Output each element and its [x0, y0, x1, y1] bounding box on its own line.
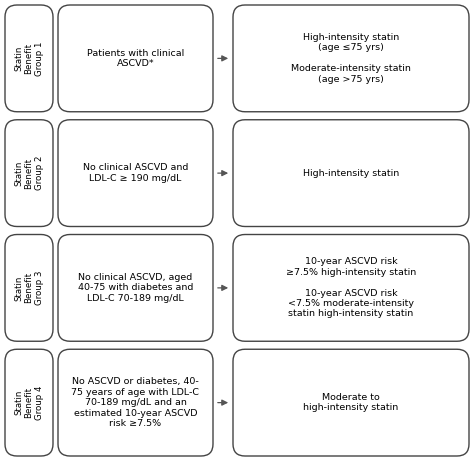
FancyBboxPatch shape — [58, 5, 213, 112]
Text: Statin
Benefit
Group 3: Statin Benefit Group 3 — [14, 271, 44, 305]
Text: Statin
Benefit
Group 4: Statin Benefit Group 4 — [14, 385, 44, 420]
FancyBboxPatch shape — [58, 235, 213, 341]
FancyBboxPatch shape — [5, 349, 53, 456]
Text: No clinical ASCVD, aged
40-75 with diabetes and
LDL-C 70-189 mg/dL: No clinical ASCVD, aged 40-75 with diabe… — [78, 273, 193, 303]
FancyBboxPatch shape — [233, 5, 469, 112]
FancyBboxPatch shape — [233, 235, 469, 341]
FancyBboxPatch shape — [5, 235, 53, 341]
FancyBboxPatch shape — [58, 120, 213, 226]
FancyBboxPatch shape — [233, 120, 469, 226]
Text: 10-year ASCVD risk
≥7.5% high-intensity statin

10-year ASCVD risk
<7.5% moderat: 10-year ASCVD risk ≥7.5% high-intensity … — [286, 257, 416, 319]
FancyBboxPatch shape — [233, 349, 469, 456]
FancyBboxPatch shape — [5, 5, 53, 112]
Text: No ASCVD or diabetes, 40-
75 years of age with LDL-C
70-189 mg/dL and an
estimat: No ASCVD or diabetes, 40- 75 years of ag… — [72, 377, 200, 428]
Text: Patients with clinical
ASCVD*: Patients with clinical ASCVD* — [87, 49, 184, 68]
Text: High-intensity statin: High-intensity statin — [303, 169, 399, 177]
FancyBboxPatch shape — [58, 349, 213, 456]
FancyBboxPatch shape — [5, 120, 53, 226]
Text: Statin
Benefit
Group 1: Statin Benefit Group 1 — [14, 41, 44, 76]
Text: Statin
Benefit
Group 2: Statin Benefit Group 2 — [14, 156, 44, 190]
Text: Moderate to
high-intensity statin: Moderate to high-intensity statin — [303, 393, 399, 412]
Text: High-intensity statin
(age ≤75 yrs)

Moderate-intensity statin
(age >75 yrs): High-intensity statin (age ≤75 yrs) Mode… — [291, 33, 411, 84]
Text: No clinical ASCVD and
LDL-C ≥ 190 mg/dL: No clinical ASCVD and LDL-C ≥ 190 mg/dL — [83, 164, 188, 183]
